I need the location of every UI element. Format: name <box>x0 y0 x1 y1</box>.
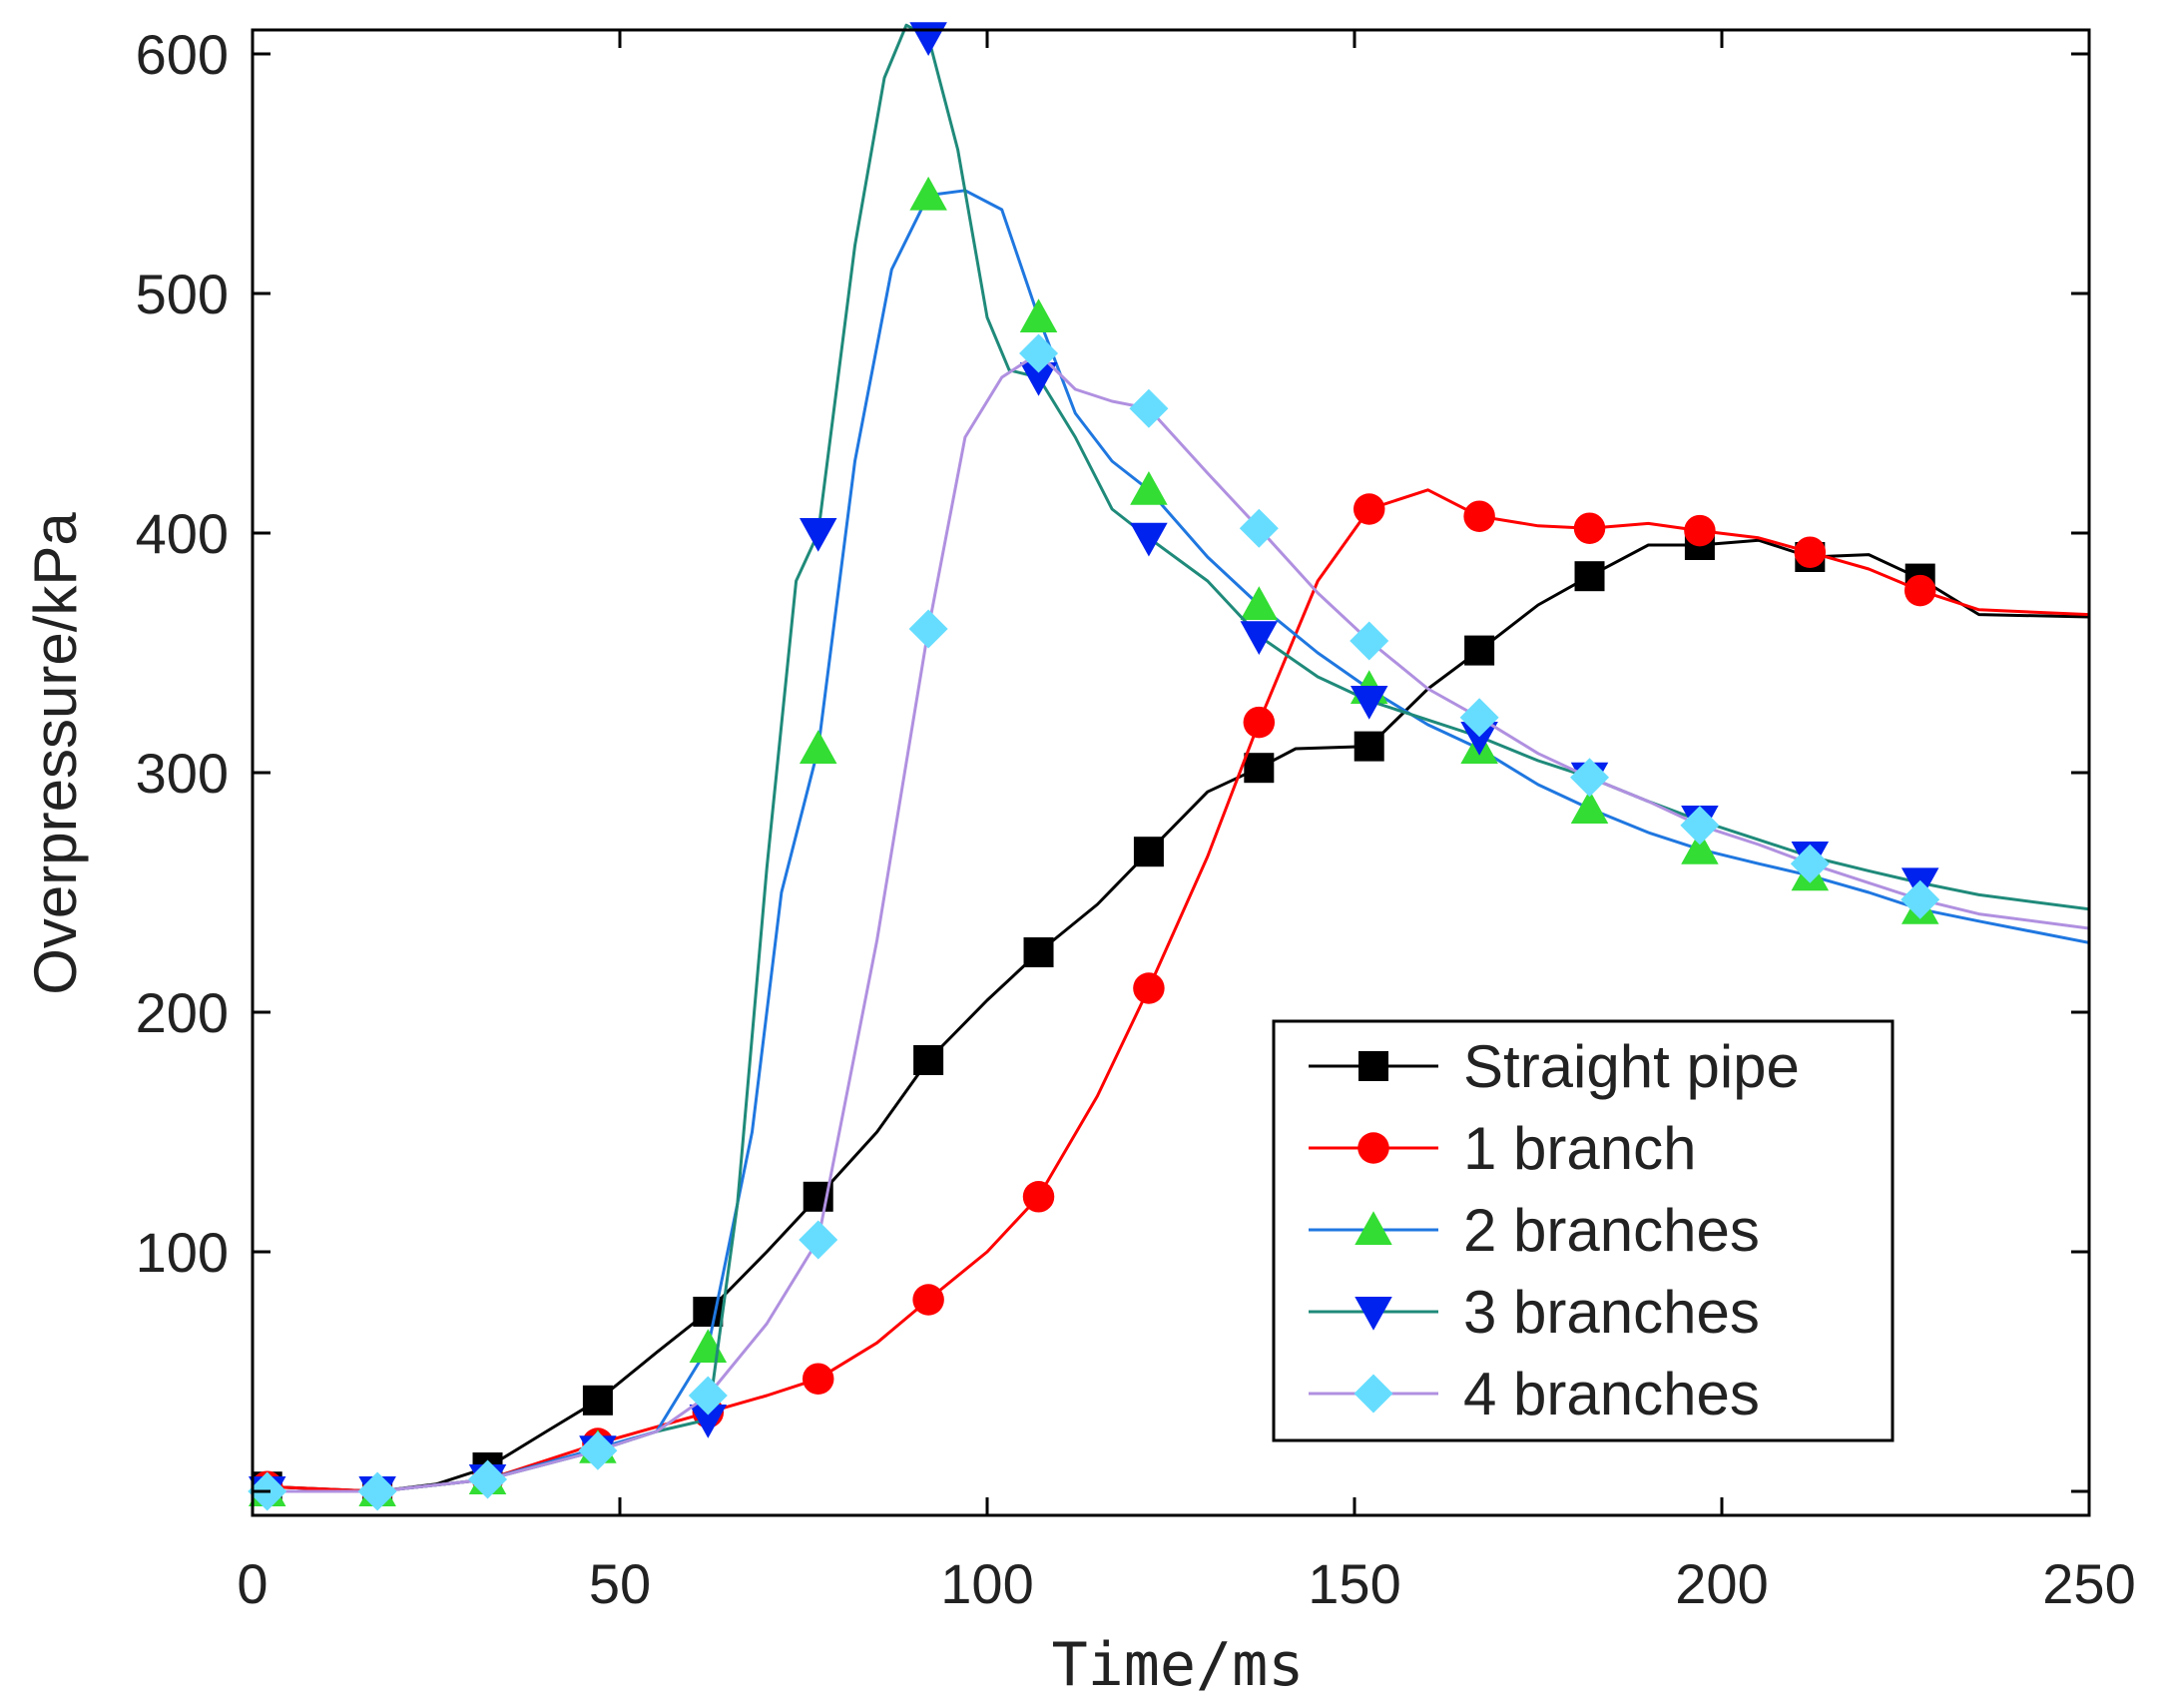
data-point <box>1244 753 1275 784</box>
y-tick-label: 100 <box>136 1221 229 1284</box>
data-point <box>1240 621 1279 655</box>
data-point <box>1022 1181 1055 1213</box>
legend-marker <box>1354 1297 1392 1331</box>
legend-entry: 3 branches <box>1309 1279 1760 1346</box>
data-point <box>1464 635 1495 666</box>
data-point <box>1019 362 1058 396</box>
data-point <box>799 1220 838 1260</box>
data-point <box>1130 471 1168 505</box>
data-point <box>799 730 837 764</box>
data-point <box>1019 333 1059 373</box>
data-point <box>1570 790 1609 824</box>
data-point <box>909 176 947 211</box>
data-point <box>1574 561 1605 592</box>
y-axis-title: Overpressure/kPa <box>22 512 89 995</box>
data-point <box>912 1284 944 1316</box>
y-tick-label: 400 <box>136 502 229 565</box>
data-point <box>1353 493 1385 525</box>
data-point <box>1900 879 1940 919</box>
series-line <box>267 189 2089 1493</box>
data-point <box>1243 706 1276 739</box>
legend-entry: 2 branches <box>1309 1197 1760 1264</box>
legend-label: 3 branches <box>1463 1279 1760 1346</box>
data-point <box>802 1363 834 1395</box>
x-tick-label: 200 <box>1675 1552 1768 1615</box>
x-tick-label: 0 <box>237 1552 268 1615</box>
data-point <box>1239 508 1279 548</box>
data-point <box>1573 512 1606 544</box>
data-point <box>1459 698 1499 738</box>
data-point <box>1790 844 1830 883</box>
legend-marker <box>1354 1211 1392 1245</box>
data-point <box>578 1430 618 1470</box>
data-point <box>1129 388 1169 428</box>
data-point <box>1240 586 1279 620</box>
y-tick-label: 300 <box>136 742 229 805</box>
data-point <box>1684 514 1716 547</box>
y-tick-label: 600 <box>136 23 229 86</box>
legend: Straight pipe 1 branch 2 branches 3 branche… <box>1272 1019 1895 1442</box>
legend-entry: Straight pipe <box>1309 1033 1800 1100</box>
legend-marker <box>1357 1132 1389 1164</box>
data-point <box>908 609 948 649</box>
legend-marker <box>1358 1051 1388 1081</box>
data-point <box>1903 574 1936 607</box>
data-point <box>1133 837 1164 867</box>
data-point <box>799 518 837 552</box>
data-point <box>1354 731 1384 762</box>
legend-entry: 1 branch <box>1309 1115 1697 1182</box>
legend-label: 1 branch <box>1463 1115 1697 1182</box>
data-point <box>582 1385 613 1416</box>
x-tick-label: 50 <box>589 1552 651 1615</box>
x-tick-label: 250 <box>2042 1552 2135 1615</box>
legend-label: 2 branches <box>1463 1197 1760 1264</box>
data-point <box>1463 500 1495 532</box>
x-tick-label: 150 <box>1308 1552 1400 1615</box>
data-point <box>689 1405 728 1438</box>
data-point <box>1681 831 1719 864</box>
legend-label: Straight pipe <box>1463 1033 1800 1100</box>
y-tick-label: 500 <box>136 263 229 325</box>
x-tick-label: 100 <box>940 1552 1033 1615</box>
data-point <box>1680 806 1720 846</box>
legend-box <box>1272 1019 1895 1442</box>
legend-entry: 4 branches <box>1309 1361 1760 1427</box>
data-point <box>468 1459 508 1499</box>
data-point <box>1023 937 1054 967</box>
data-point <box>1570 758 1610 798</box>
data-point <box>688 1376 728 1416</box>
legend-label: 4 branches <box>1463 1361 1760 1427</box>
data-point <box>1130 522 1168 557</box>
series-line <box>267 351 2089 1493</box>
data-point <box>1350 621 1389 661</box>
data-point <box>1133 972 1165 1004</box>
legend-marker <box>1354 1374 1393 1414</box>
data-point <box>1350 686 1388 720</box>
data-point <box>1794 536 1827 568</box>
x-axis-title: Time/ms <box>1052 1630 1305 1700</box>
data-point <box>1019 298 1058 332</box>
series-4-branches <box>248 333 2089 1511</box>
data-point <box>913 1045 944 1075</box>
data-point <box>357 1471 397 1511</box>
y-tick-label: 200 <box>136 981 229 1044</box>
data-point <box>1460 722 1498 756</box>
